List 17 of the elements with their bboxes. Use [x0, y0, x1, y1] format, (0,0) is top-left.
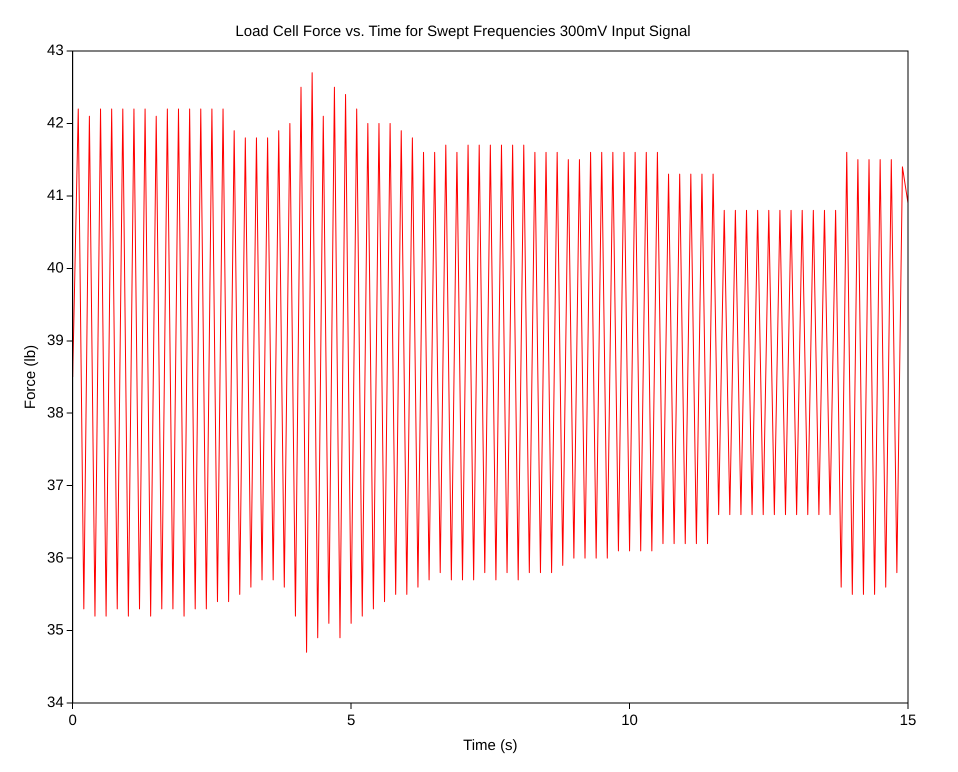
y-tick-label: 42: [46, 114, 64, 132]
chart-title: Load Cell Force vs. Time for Swept Frequencies 300mV Input Signal: [235, 23, 691, 40]
y-tick-label: 43: [46, 42, 64, 60]
x-tick-label: 10: [621, 712, 638, 730]
y-tick-label: 35: [46, 622, 64, 639]
y-axis-title: Force (lb): [22, 344, 40, 410]
y-tick-label: 40: [46, 259, 64, 276]
x-tick-label: 15: [900, 712, 916, 730]
y-tick-label: 34: [46, 694, 64, 712]
y-tick-label: 38: [46, 404, 64, 422]
y-tick-label: 39: [46, 332, 64, 349]
x-tick-label: 5: [346, 712, 356, 730]
y-tick-label: 36: [46, 549, 64, 566]
x-axis-title: Time (s): [463, 737, 518, 754]
y-tick-label: 41: [46, 187, 64, 204]
x-tick-label: 0: [68, 712, 77, 730]
y-tick-label: 37: [46, 476, 64, 494]
